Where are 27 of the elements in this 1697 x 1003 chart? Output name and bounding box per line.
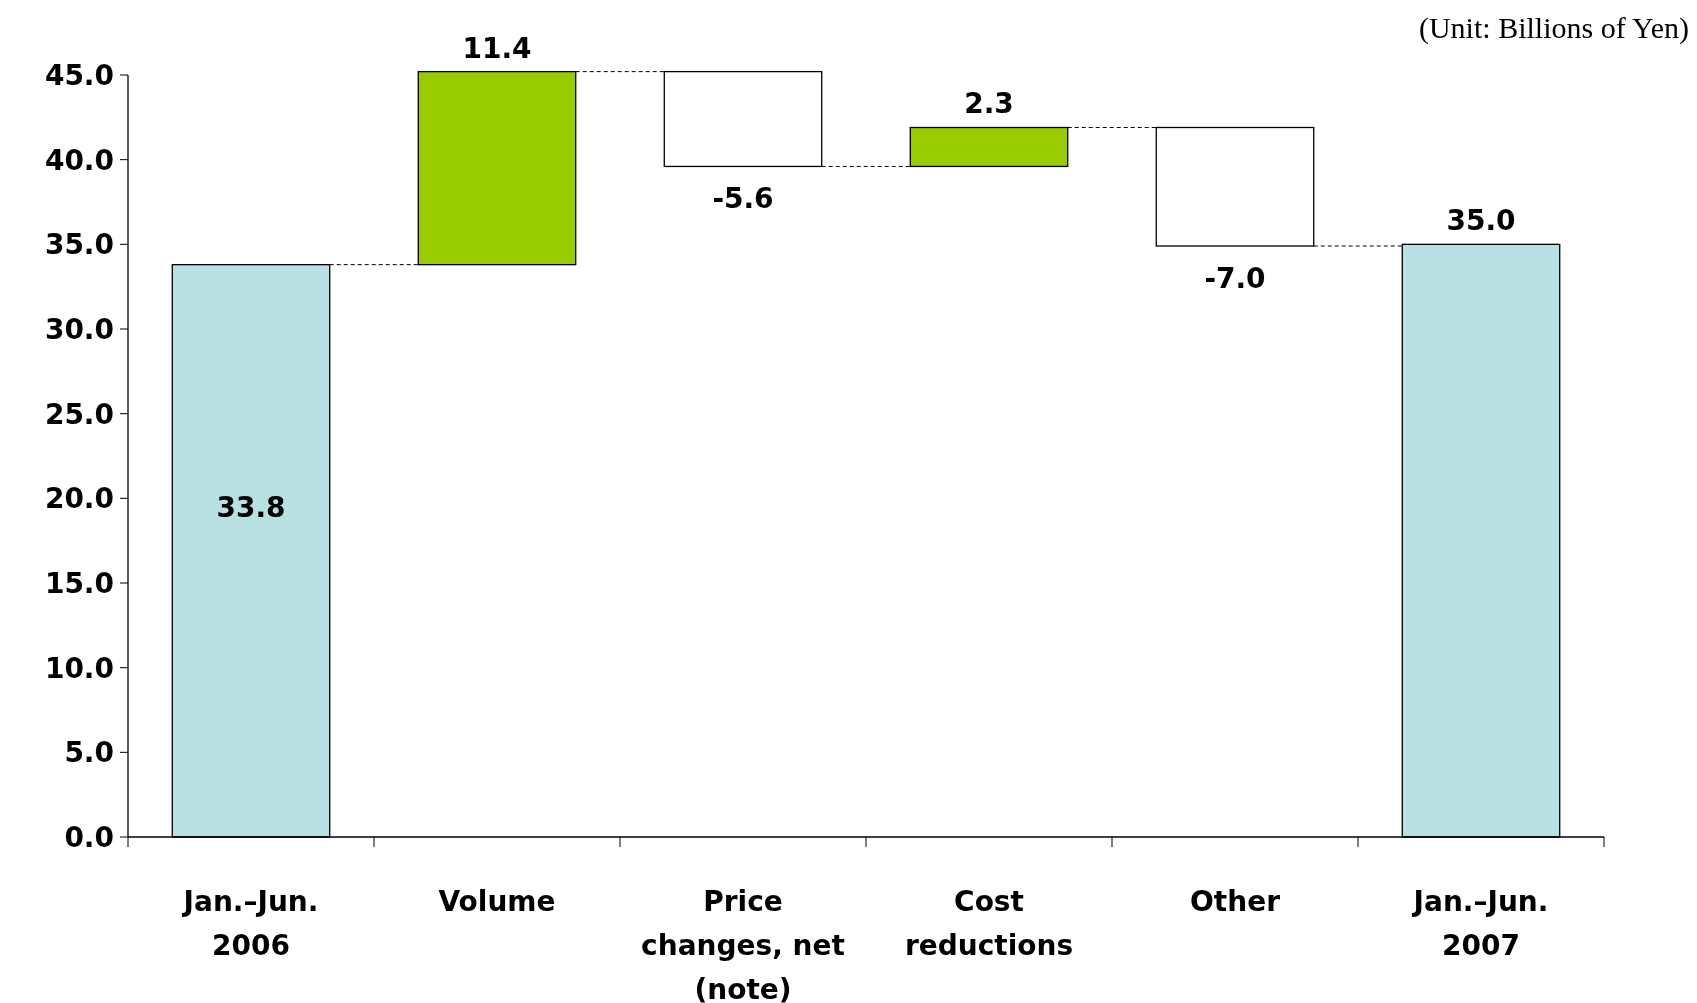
x-tick-label: Jan.–Jun. 2006 (181, 885, 319, 962)
data-label: 11.4 (462, 31, 532, 65)
x-tick-label: Other (1190, 885, 1281, 918)
data-label: 35.0 (1446, 204, 1516, 238)
data-label: 2.3 (964, 87, 1014, 121)
y-tick-label: 10.0 (44, 651, 114, 685)
y-tick-label: 30.0 (44, 313, 114, 346)
bar (1155, 126, 1315, 247)
bar (663, 70, 823, 168)
x-tick-label: Volume (438, 885, 556, 918)
x-tick-label: Jan.–Jun. 2007 (1411, 885, 1549, 962)
data-label: -7.0 (1204, 262, 1266, 296)
y-tick-label: 15.0 (44, 567, 114, 600)
y-tick-label: 25.0 (44, 397, 114, 431)
y-tick-label: 20.0 (44, 482, 114, 516)
bar (417, 70, 577, 266)
y-tick-label: 40.0 (44, 143, 114, 177)
bar (909, 126, 1069, 168)
text: (Unit: Billions of Yen) (1418, 11, 1689, 45)
y-tick-label: 35.0 (44, 228, 114, 262)
y-tick-label: 5.0 (64, 736, 114, 770)
y-tick-label: 0.0 (64, 821, 114, 854)
y-tick-label: 45.0 (44, 59, 114, 92)
data-label: -5.6 (712, 182, 774, 216)
data-label: 33.8 (216, 490, 286, 524)
x-tick-label: Cost reductions (904, 885, 1074, 962)
x-tick-label: Price changes, net (note) (641, 885, 845, 1003)
